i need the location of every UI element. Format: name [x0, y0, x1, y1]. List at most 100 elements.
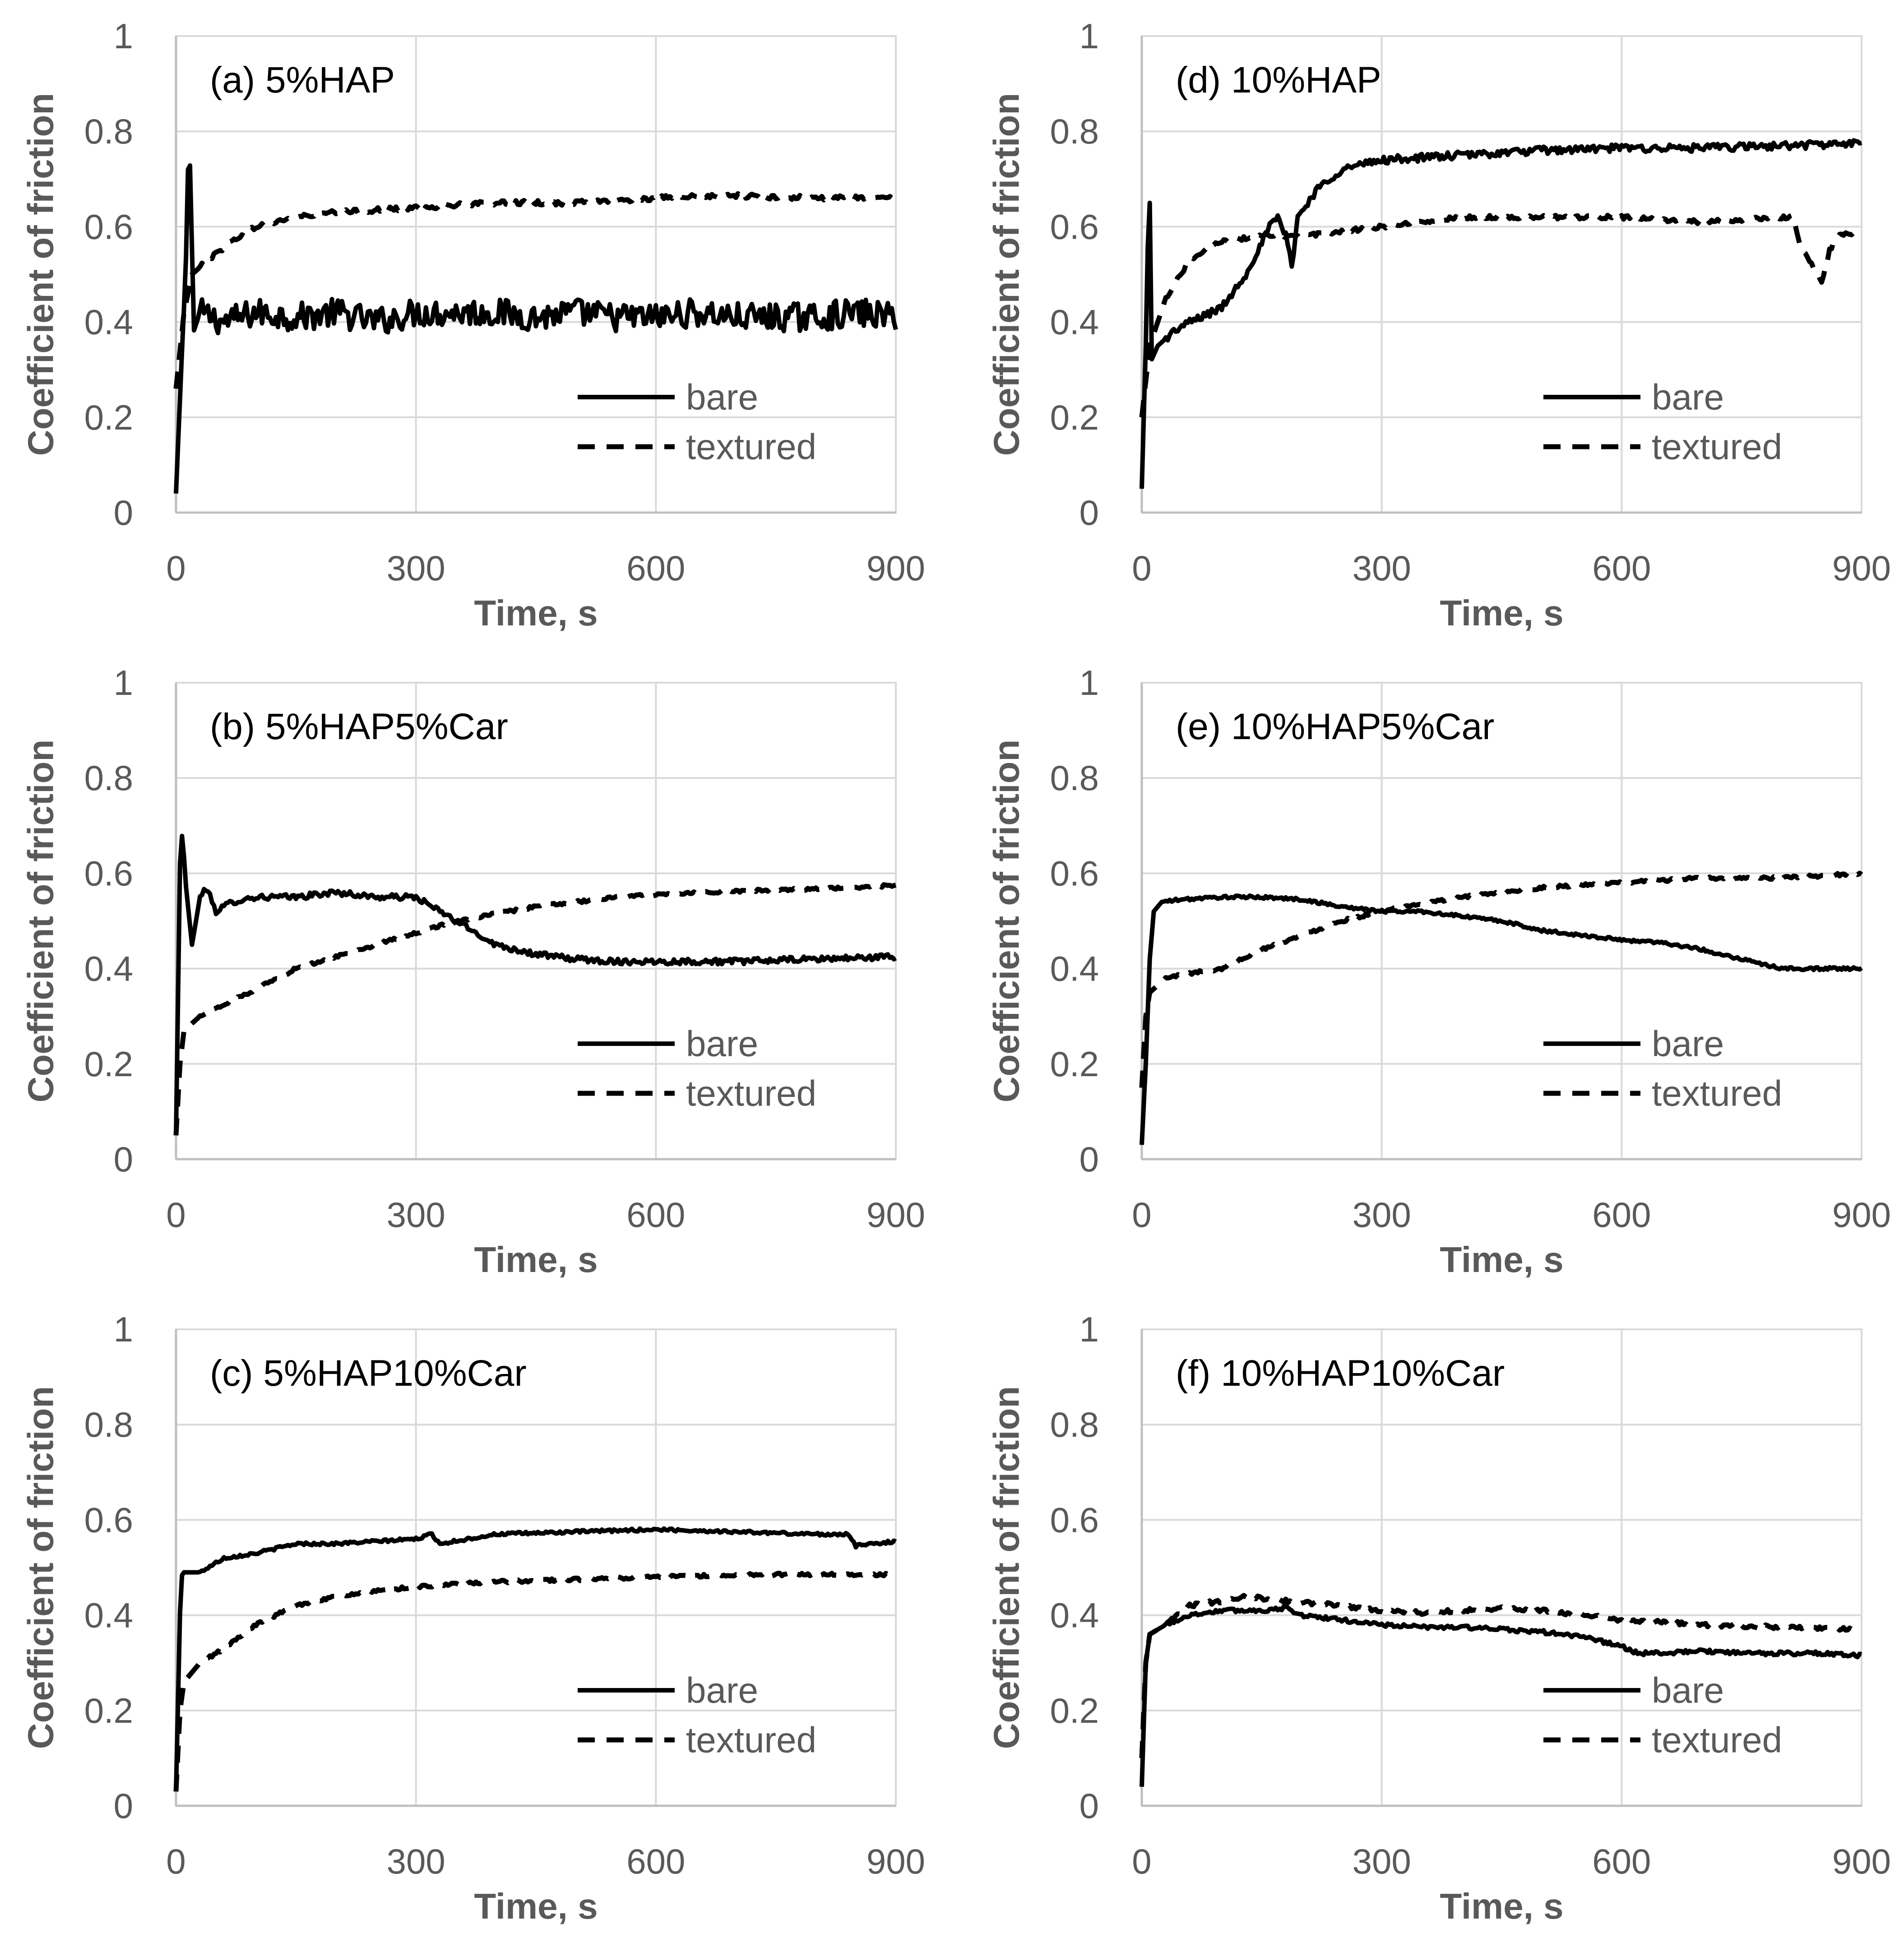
- series-line-bare: [1140, 1604, 1862, 1787]
- y-tick-label: 0.2: [1050, 398, 1099, 437]
- x-tick-label: 900: [1832, 1841, 1891, 1881]
- y-tick-label: 0: [114, 1786, 133, 1826]
- y-axis-title: Coefficient of friction: [21, 740, 61, 1102]
- x-tick-label: 300: [387, 1841, 445, 1881]
- legend-label-bare: bare: [686, 1024, 758, 1064]
- x-tick-label: 300: [1353, 1841, 1411, 1881]
- y-tick-label: 0.2: [84, 398, 133, 437]
- legend: bare textured: [1543, 1024, 1782, 1114]
- y-tick-label: 0.8: [84, 758, 133, 798]
- x-tick-label: 900: [1832, 548, 1891, 588]
- y-tick-label: 1: [1079, 663, 1099, 703]
- y-tick-label: 0: [114, 493, 133, 532]
- legend-label-textured: textured: [1652, 1073, 1782, 1114]
- series-line-bare: [174, 833, 897, 1136]
- y-tick-label: 1: [1079, 1309, 1099, 1349]
- legend: bare textured: [578, 1024, 816, 1114]
- legend-label-textured: textured: [686, 1720, 816, 1760]
- x-tick-label: 600: [626, 1195, 685, 1235]
- y-tick-label: 1: [114, 1309, 133, 1349]
- y-tick-label: 0: [1079, 493, 1099, 532]
- y-tick-label: 1: [1079, 16, 1099, 56]
- x-axis-title: Time, s: [474, 1886, 598, 1926]
- x-tick-label: 0: [1132, 1195, 1151, 1235]
- panel-title: (b) 5%HAP5%Car: [210, 706, 508, 747]
- x-tick-label: 600: [1592, 548, 1651, 588]
- y-tick-label: 0.6: [84, 207, 133, 246]
- legend-label-textured: textured: [686, 427, 816, 467]
- legend: bare textured: [578, 1670, 816, 1760]
- y-tick-label: 0.8: [84, 1405, 133, 1444]
- series-line-bare: [174, 1526, 897, 1792]
- legend-label-textured: textured: [1652, 427, 1782, 467]
- series-line-textured: [173, 1571, 898, 1792]
- y-tick-label: 0.4: [84, 302, 133, 342]
- series-line-textured: [1139, 213, 1862, 418]
- panel-title: (f) 10%HAP10%Car: [1176, 1353, 1505, 1394]
- y-tick-label: 0: [1079, 1139, 1099, 1179]
- x-tick-label: 300: [1353, 1195, 1411, 1235]
- y-tick-label: 0.4: [1050, 949, 1099, 989]
- chart-panel-f: 0 0.2 0.4 0.6 0.8 1 0 300 600 900 Time, s Coefficie…: [987, 1309, 1891, 1926]
- y-tick-label: 0.6: [1050, 853, 1099, 893]
- x-tick-label: 900: [866, 1195, 925, 1235]
- x-tick-label: 300: [1353, 548, 1411, 588]
- chart-panel-e: 0 0.2 0.4 0.6 0.8 1 0 300 600 900 Time, s Coefficie…: [987, 663, 1891, 1280]
- y-tick-label: 0: [114, 1139, 133, 1179]
- y-tick-label: 0.2: [84, 1044, 133, 1084]
- y-tick-label: 0.8: [1050, 111, 1099, 151]
- x-tick-label: 600: [1592, 1841, 1651, 1881]
- y-tick-label: 1: [114, 16, 133, 56]
- y-tick-label: 0.4: [1050, 1596, 1099, 1635]
- y-axis-title: Coefficient of friction: [987, 93, 1027, 456]
- y-tick-label: 0.4: [84, 1596, 133, 1635]
- legend-label-textured: textured: [686, 1073, 816, 1114]
- y-tick-label: 0.6: [84, 853, 133, 893]
- chart-panel-c: 0 0.2 0.4 0.6 0.8 1 0 300 600 900 Time, s Coefficie…: [21, 1309, 926, 1926]
- x-tick-label: 0: [1132, 1841, 1151, 1881]
- x-tick-label: 600: [626, 1841, 685, 1881]
- y-tick-label: 0.2: [1050, 1044, 1099, 1084]
- x-tick-label: 0: [1132, 548, 1151, 588]
- y-tick-label: 0.6: [1050, 1500, 1099, 1540]
- panel-title: (e) 10%HAP5%Car: [1176, 706, 1494, 747]
- x-axis-title: Time, s: [1440, 1240, 1563, 1280]
- y-tick-label: 0.6: [1050, 207, 1099, 246]
- x-tick-label: 900: [1832, 1195, 1891, 1235]
- y-tick-label: 0.2: [1050, 1691, 1099, 1730]
- x-tick-label: 900: [866, 1841, 925, 1881]
- y-tick-label: 0.4: [84, 949, 133, 989]
- series-line-bare: [1140, 893, 1863, 1145]
- x-tick-label: 600: [626, 548, 685, 588]
- x-axis-title: Time, s: [1440, 593, 1563, 633]
- x-tick-label: 300: [387, 1195, 445, 1235]
- series-line-bare: [1140, 138, 1862, 489]
- y-tick-label: 0.6: [84, 1500, 133, 1540]
- panel-title: (d) 10%HAP: [1176, 60, 1381, 101]
- y-axis-title: Coefficient of friction: [987, 1386, 1027, 1749]
- y-axis-title: Coefficient of friction: [987, 740, 1027, 1102]
- x-tick-label: 300: [387, 548, 445, 588]
- x-tick-label: 0: [166, 1195, 185, 1235]
- series-line-textured: [1139, 1592, 1862, 1758]
- legend-label-bare: bare: [686, 377, 758, 417]
- series-line-bare: [174, 163, 898, 494]
- legend: bare textured: [578, 377, 816, 467]
- y-tick-label: 0.8: [1050, 1405, 1099, 1444]
- y-tick-label: 0.8: [1050, 758, 1099, 798]
- legend: bare textured: [1543, 1670, 1782, 1760]
- y-axis-title: Coefficient of friction: [21, 1386, 61, 1749]
- y-axis-title: Coefficient of friction: [21, 93, 61, 456]
- x-axis-title: Time, s: [1440, 1886, 1563, 1926]
- x-tick-label: 600: [1592, 1195, 1651, 1235]
- chart-panel-b: 0 0.2 0.4 0.6 0.8 1 0 300 600 900 Time, s Coefficie…: [21, 663, 926, 1280]
- y-tick-label: 0.4: [1050, 302, 1099, 342]
- x-tick-label: 0: [166, 1841, 185, 1881]
- panel-title: (c) 5%HAP10%Car: [210, 1353, 527, 1394]
- legend-label-bare: bare: [686, 1670, 758, 1711]
- series-line-textured: [173, 191, 898, 389]
- legend: bare textured: [1543, 377, 1782, 467]
- y-tick-label: 1: [114, 663, 133, 703]
- x-tick-label: 0: [166, 548, 185, 588]
